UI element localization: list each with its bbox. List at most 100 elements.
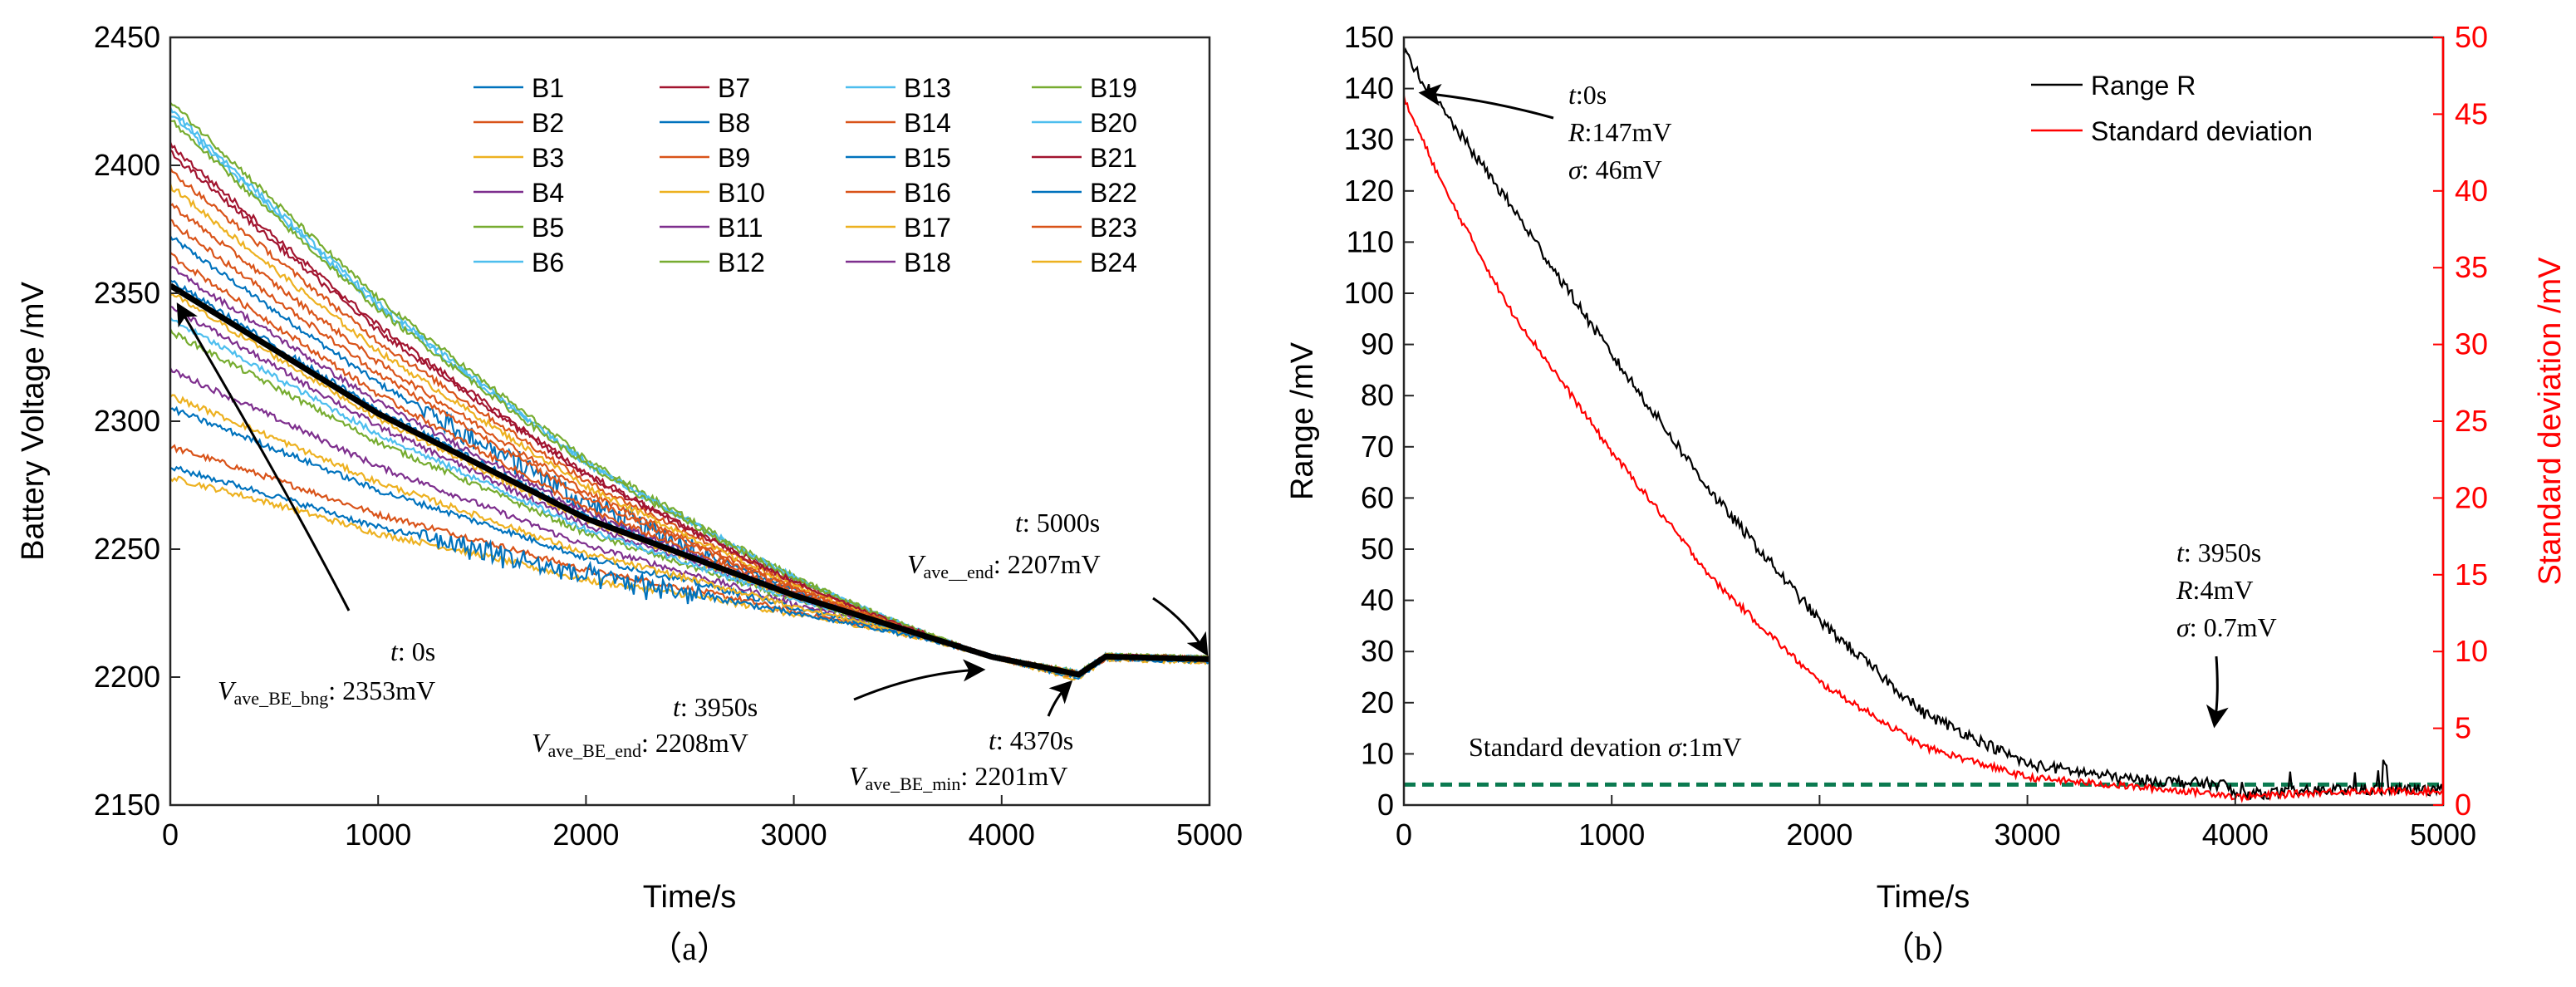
svg-text:Vave_BE_min: 2201mV: Vave_BE_min: 2201mV xyxy=(849,761,1067,794)
svg-text:t:0s: t:0s xyxy=(1568,80,1607,110)
panel-a-y-tick-label: 2250 xyxy=(94,532,160,566)
panel-a-x-tick-label: 4000 xyxy=(969,818,1035,852)
panel-b-annotation-start: t:0s R:147mV σ: 46mV xyxy=(1418,80,1671,184)
panel-b: 0 1000 2000 3000 4000 5000 010203040506070809… xyxy=(1285,20,2568,967)
panel-a-series-b14 xyxy=(170,167,1209,675)
panel-a-cell-series xyxy=(170,101,1209,680)
panel-a-series-b16 xyxy=(170,252,1209,676)
panel-a-annotation-5000: t: 5000s Vave__end: 2207mV xyxy=(907,508,1209,656)
panel-a-series-b23 xyxy=(170,219,1209,674)
legend-label-b16: B16 xyxy=(904,178,951,208)
panel-b-left-y-label: Range /mV xyxy=(1285,341,1320,500)
svg-text:Vave_BE_end: 2208mV: Vave_BE_end: 2208mV xyxy=(532,728,748,761)
panel-b-left-y-tick-label: 90 xyxy=(1361,327,1394,361)
legend-label-b17: B17 xyxy=(904,213,951,243)
legend-label-b10: B10 xyxy=(718,178,765,208)
panel-a-x-label: Time/s xyxy=(643,880,737,915)
panel-b-left-y-tick-label: 130 xyxy=(1344,122,1394,156)
panel-a-x-tick-label: 5000 xyxy=(1176,818,1243,852)
legend-label-b11: B11 xyxy=(718,213,763,243)
legend-label-b23: B23 xyxy=(1090,213,1137,243)
legend-label-b3: B3 xyxy=(532,143,564,173)
legend-label-b21: B21 xyxy=(1090,143,1137,173)
panel-b-left-y-tick-label: 20 xyxy=(1361,685,1394,719)
panel-a-x-tick-label: 0 xyxy=(162,818,179,852)
panel-a-average-series xyxy=(170,282,1209,678)
legend-label-b24: B24 xyxy=(1090,248,1137,277)
panel-b-x-tick-label: 4000 xyxy=(2202,818,2269,852)
panel-a-annotation-4370: t: 4370s Vave_BE_min: 2201mV xyxy=(849,680,1073,794)
panel-a-annotation-start: t: 0s Vave_BE_bng: 2353mV xyxy=(176,302,435,709)
panel-b-x-label: Time/s xyxy=(1877,880,1970,915)
panel-b-x-tick-label: 5000 xyxy=(2410,818,2476,852)
legend-label-b4: B4 xyxy=(532,178,564,208)
panel-a-series-b24 xyxy=(170,292,1209,678)
panel-a-x-tick-label: 2000 xyxy=(552,818,619,852)
svg-text:R:147mV: R:147mV xyxy=(1568,117,1671,147)
panel-b-left-y-tick-label: 40 xyxy=(1361,583,1394,617)
svg-text:σ: 46mV: σ: 46mV xyxy=(1568,155,1662,184)
panel-b-right-y-tick-label: 40 xyxy=(2455,174,2488,208)
legend-label-b6: B6 xyxy=(532,248,564,277)
panel-a-series-b11 xyxy=(170,265,1209,677)
panel-a-y-tick-label: 2350 xyxy=(94,276,160,310)
legend-label-b8: B8 xyxy=(718,108,750,138)
panel-b-x-tick-label: 1000 xyxy=(1578,818,1645,852)
panel-a-y-label: Battery Voltage /mV xyxy=(16,281,51,560)
panel-a-annotation-3950: t: 3950s Vave_BE_end: 2208mV xyxy=(532,659,986,761)
legend-label-b2: B2 xyxy=(532,108,564,138)
panel-a-y-ticks: 2150 2200 2250 2300 2350 2400 2450 xyxy=(94,20,180,822)
panel-a-average-line xyxy=(170,282,1209,678)
panel-b-left-y-tick-label: 100 xyxy=(1344,276,1394,310)
legend-label-b18: B18 xyxy=(904,248,951,277)
panel-b-left-y-tick-label: 0 xyxy=(1377,788,1394,822)
panel-b-left-y-tick-label: 120 xyxy=(1344,174,1394,208)
panel-b-x-tick-label: 3000 xyxy=(1995,818,2061,852)
panel-b-right-y-tick-label: 0 xyxy=(2455,788,2471,822)
legend-label-b13: B13 xyxy=(904,73,951,103)
legend-label-b22: B22 xyxy=(1090,178,1137,208)
panel-b-legend-label: Standard deviation xyxy=(2091,116,2313,146)
legend-label-b14: B14 xyxy=(904,108,951,138)
legend-label-b15: B15 xyxy=(904,143,951,173)
panel-b-threshold-label: Standard devation σ:1mV xyxy=(1469,732,1742,762)
panel-b-left-y-tick-label: 30 xyxy=(1361,634,1394,668)
svg-text:Vave_BE_bng: 2353mV: Vave_BE_bng: 2353mV xyxy=(218,675,435,709)
panel-a-y-tick-label: 2200 xyxy=(94,660,160,694)
panel-b-label: （b） xyxy=(1882,930,1965,967)
svg-text:t: 3950s: t: 3950s xyxy=(673,692,758,722)
panel-b-legend-label: Range R xyxy=(2091,71,2196,101)
legend-label-b7: B7 xyxy=(718,73,750,103)
panel-b-series-range-r xyxy=(1404,47,2443,801)
legend-label-b5: B5 xyxy=(532,213,564,243)
panel-a-y-tick-label: 2300 xyxy=(94,404,160,438)
panel-b-right-y-tick-label: 25 xyxy=(2455,404,2488,438)
panel-a-label: （a） xyxy=(649,930,730,967)
svg-text:R:4mV: R:4mV xyxy=(2176,575,2253,605)
panel-b-right-y-tick-label: 20 xyxy=(2455,480,2488,514)
panel-b-left-y-tick-label: 60 xyxy=(1361,480,1394,514)
panel-b-right-y-tick-label: 10 xyxy=(2455,634,2488,668)
panel-b-annotation-3950: t: 3950s R:4mV σ: 0.7mV xyxy=(2176,538,2277,729)
panel-b-right-y-label: Standard deviation /mV xyxy=(2533,257,2568,586)
panel-b-axes-box xyxy=(1402,36,2445,807)
legend-label-b9: B9 xyxy=(718,143,750,173)
panel-b-x-tick-label: 2000 xyxy=(1786,818,1852,852)
panel-b-left-y-ticks: 0 10 20 30 40 50 60 70 80 90 100 110 120 130 140 150 xyxy=(1344,20,1414,822)
panel-b-left-y-tick-label: 80 xyxy=(1361,378,1394,412)
svg-text:t: 5000s: t: 5000s xyxy=(1015,508,1100,538)
svg-text:Vave__end: 2207mV: Vave__end: 2207mV xyxy=(907,549,1101,582)
panel-b-series-standard-deviation xyxy=(1404,95,2443,803)
panel-b-right-y-tick-label: 45 xyxy=(2455,96,2488,130)
legend-label-b12: B12 xyxy=(718,248,765,277)
svg-text:t: 4370s: t: 4370s xyxy=(989,725,1073,755)
panel-a-series-b22 xyxy=(170,279,1209,677)
panel-a-y-tick-label: 2400 xyxy=(94,148,160,182)
panel-a-legend: B1 B2 B3 B4 B5 B6 B7 B8 B9 B10 B11 B12 B13 B14 B15 B16 B… xyxy=(473,73,1137,277)
panel-b-left-y-tick-label: 150 xyxy=(1344,20,1394,54)
panel-b-right-y-tick-label: 35 xyxy=(2455,250,2488,284)
panel-b-right-y-tick-label: 5 xyxy=(2455,711,2471,745)
panel-a-x-tick-label: 3000 xyxy=(761,818,827,852)
panel-b-left-y-tick-label: 10 xyxy=(1361,736,1394,770)
svg-text:t: 0s: t: 0s xyxy=(390,636,435,666)
